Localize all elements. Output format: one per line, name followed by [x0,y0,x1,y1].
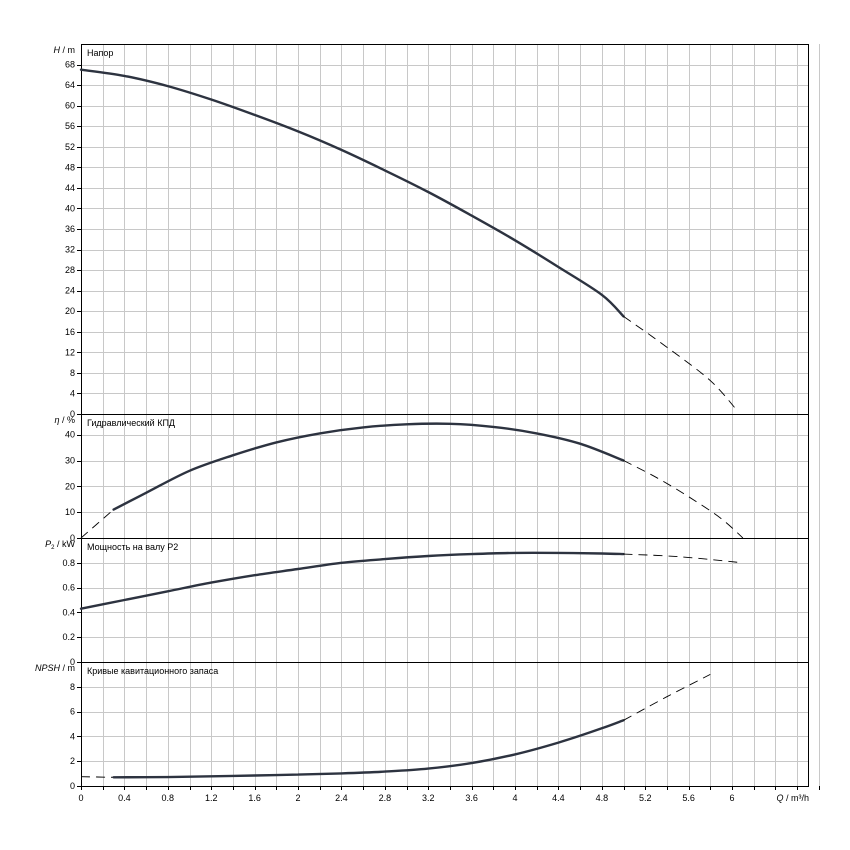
curve-1-solid-1 [79,68,625,318]
y-tick-label: 48 [65,162,75,172]
curve-4-dashed-1 [80,776,114,778]
y-tick-label: 0.4 [62,607,75,617]
y-tick-label: 30 [65,456,75,466]
y-tick-label: 68 [65,60,75,70]
y-tick-label: 24 [65,286,75,296]
y-tick-label: 64 [65,80,75,90]
curve-2-solid-1 [112,422,625,511]
curve-4-solid-2 [112,719,625,779]
y-tick-label: 8 [70,368,75,378]
y-tick-label: 40 [65,430,75,440]
y-tick-label: 2 [70,756,75,766]
y-tick-label: 0 [70,657,75,667]
x-tick-label: 2.4 [335,793,348,803]
panel-title: Гидравлический КПД [87,418,175,428]
y-axis-label: NPSH / m [35,663,75,673]
chart-panel-3: 0 0.2 0.4 0.6 0.8 P2 / kW Мощность на валу P2 [45,538,820,667]
curve-3-dashed-2 [623,553,743,564]
x-tick-label: 1.2 [205,793,218,803]
x-tick-label: 4.8 [596,793,609,803]
panel-title: Кривые кавитационного запаса [87,666,218,676]
curve-2-dashed-3 [623,460,744,539]
y-tick-label: 36 [65,224,75,234]
y-tick-label: 6 [70,707,75,717]
y-tick-label: 20 [65,481,75,491]
y-tick-label: 28 [65,265,75,275]
x-tick-label: 2.8 [379,793,392,803]
y-tick-label: 4 [70,388,75,398]
x-axis-label: Q / m³/h [776,793,809,803]
y-tick-label: 60 [65,101,75,111]
y-tick-label: 52 [65,142,75,152]
y-tick-label: 12 [65,347,75,357]
y-tick-label: 0.8 [62,558,75,568]
y-tick-label: 10 [65,507,75,517]
x-tick-label: 2 [296,793,301,803]
x-tick-label: 4.4 [552,793,565,803]
x-tick-label: 3.2 [422,793,435,803]
y-tick-label: 4 [70,731,75,741]
x-tick-label: 0 [78,793,83,803]
y-tick-label: 16 [65,327,75,337]
x-tick-label: 6 [730,793,735,803]
curve-3-solid-1 [79,551,625,610]
curve-2-dashed-2 [80,509,114,539]
y-tick-label: 8 [70,682,75,692]
curve-4-dashed-3 [623,673,711,721]
panel-title: Мощность на валу P2 [87,542,178,552]
chart-panel-2: 0 10 20 30 40 η / % Гидравлический КПД [54,414,820,543]
y-tick-label: 0.6 [62,583,75,593]
y-tick-label: 0 [70,533,75,543]
y-tick-label: 0 [70,781,75,791]
x-tick-label: 4 [513,793,518,803]
chart-panel-4: 0 2 4 6 8 NPSH / m Кривые кавитационного запас… [35,662,820,791]
y-tick-label: 0.2 [62,632,75,642]
y-axis-label: η / % [54,415,75,425]
y-tick-label: 44 [65,183,75,193]
x-tick-label: 3.6 [465,793,478,803]
x-tick-label: 1.6 [248,793,261,803]
y-tick-label: 32 [65,245,75,255]
y-tick-label: 40 [65,203,75,213]
x-axis: 0 0.4 0.8 1.2 1.6 2 2.4 2.8 3.2 3.6 4 4.4 4.8 5.2 5.6 6… [78,786,820,803]
curve-1-dashed-2 [623,316,738,412]
x-tick-label: 0.8 [162,793,175,803]
x-tick-label: 0.4 [118,793,131,803]
y-tick-label: 0 [70,409,75,419]
y-axis-label: P2 / kW [45,539,75,551]
x-tick-label: 5.6 [682,793,695,803]
y-axis-label: H / m [54,45,76,55]
panel-title: Напор [87,48,113,58]
y-tick-label: 20 [65,306,75,316]
y-tick-label: 56 [65,121,75,131]
panel-frame [81,662,809,787]
x-tick-label: 5.2 [639,793,652,803]
